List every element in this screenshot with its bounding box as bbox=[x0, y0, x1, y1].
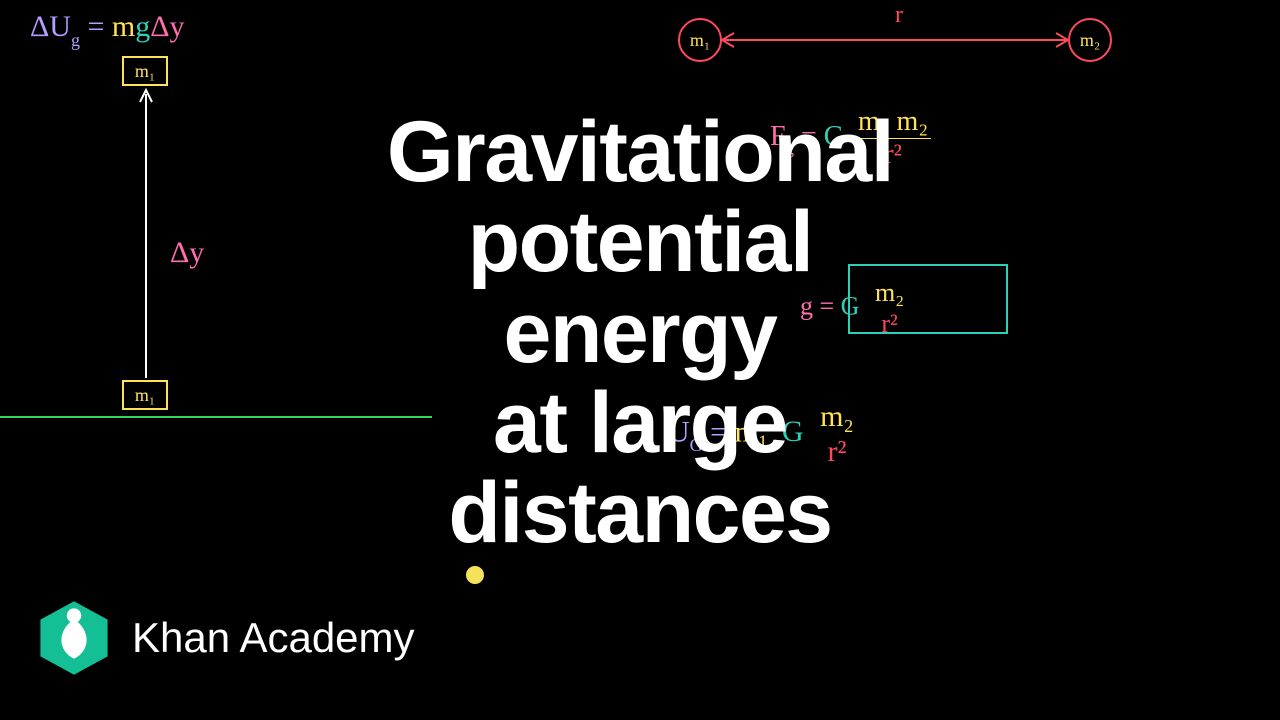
distance-line-r bbox=[720, 30, 1070, 50]
mass-circle-m1: m₁ bbox=[678, 18, 722, 62]
mass-box-bottom: m₁ bbox=[122, 380, 168, 410]
mass-circle-m2: m₂ bbox=[1068, 18, 1112, 62]
formula-delta-u: ΔUg = mgΔy bbox=[30, 10, 185, 48]
delta-y-label: Δy bbox=[170, 236, 204, 270]
r-label: r bbox=[895, 2, 903, 29]
brand-logo: Khan Academy bbox=[34, 598, 415, 678]
mass-box-top: m₁ bbox=[122, 56, 168, 86]
vertical-arrow bbox=[139, 88, 153, 380]
title-line-1: Gravitational bbox=[320, 107, 960, 197]
khan-leaf-icon bbox=[34, 598, 114, 678]
title-line-2: potential energy bbox=[320, 197, 960, 378]
title-line-3: at large distances bbox=[320, 378, 960, 559]
cursor-dot bbox=[466, 566, 484, 584]
title-overlay: Gravitational potential energy at large … bbox=[320, 107, 960, 558]
delta-u-lhs: ΔU bbox=[30, 10, 71, 43]
brand-text: Khan Academy bbox=[132, 614, 415, 662]
